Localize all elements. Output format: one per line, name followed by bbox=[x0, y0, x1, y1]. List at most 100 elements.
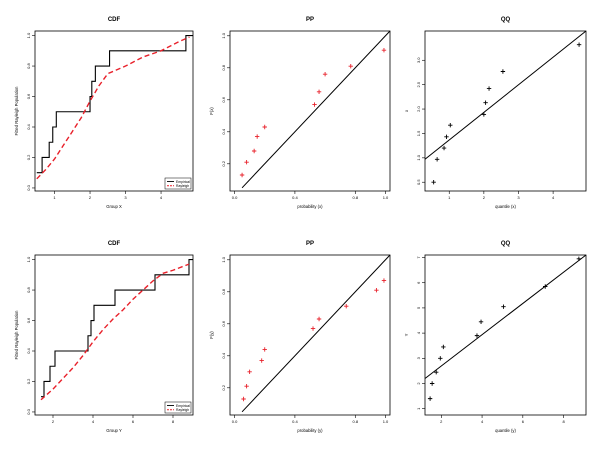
data-point bbox=[244, 384, 249, 389]
data-point bbox=[239, 172, 245, 178]
y-tick-label: 0.2 bbox=[221, 384, 226, 390]
y-tick-label: 0.0 bbox=[26, 184, 31, 190]
data-point bbox=[500, 69, 506, 74]
x-tick-label: 6 bbox=[132, 419, 135, 424]
y-tick-label: 0.4 bbox=[221, 128, 226, 134]
data-point bbox=[434, 157, 440, 162]
data-point bbox=[441, 145, 447, 151]
x-tick-label: 0.8 bbox=[353, 419, 359, 424]
y-tick-label: 1.0 bbox=[221, 256, 226, 262]
y-tick-label: 0.5 bbox=[416, 179, 421, 185]
data-point bbox=[576, 256, 582, 261]
y-tick-label: 1.0 bbox=[26, 256, 31, 262]
data-point bbox=[543, 284, 548, 289]
x-axis-label: Group X bbox=[106, 204, 122, 209]
panel-qq-y: QQ quantile (y) Y 2 4 6 8 1 2 3 4 5 6 7 bbox=[404, 241, 587, 433]
x-axis-label: probability (y) bbox=[297, 428, 323, 433]
data-point bbox=[427, 396, 433, 401]
legend-entry-empirical: Empirical bbox=[176, 180, 190, 184]
x-tick-label: 2 bbox=[52, 419, 55, 424]
legend-entry-rayleigh: Rayleigh bbox=[176, 184, 189, 188]
x-axis-label: quantile (x) bbox=[495, 204, 516, 209]
y-tick-label: 7 bbox=[416, 256, 421, 259]
panel-title: CDF bbox=[108, 241, 121, 247]
data-point bbox=[262, 124, 267, 130]
y-tick-label: 0.2 bbox=[26, 378, 31, 384]
x-tick-label: 2 bbox=[440, 419, 443, 424]
x-tick-label: 0.4 bbox=[292, 195, 298, 200]
y-tick-label: 6 bbox=[416, 281, 421, 284]
x-tick-label: 0.4 bbox=[292, 419, 298, 424]
panel-title: CDF bbox=[108, 17, 121, 23]
data-point bbox=[481, 112, 487, 117]
data-point bbox=[429, 381, 435, 386]
y-tick-label: 2 bbox=[416, 382, 421, 385]
x-axis-label: probability (x) bbox=[297, 204, 323, 209]
plot-frame bbox=[229, 30, 391, 192]
data-point bbox=[312, 102, 317, 107]
data-point bbox=[381, 278, 387, 283]
plot-frame bbox=[424, 254, 587, 416]
y-tick-label: 0.6 bbox=[221, 320, 226, 326]
y-tick-label: 1.0 bbox=[26, 32, 31, 38]
y-tick-label: 3 bbox=[416, 356, 421, 359]
data-point bbox=[316, 316, 322, 322]
data-point bbox=[448, 122, 453, 128]
panel-pp-y: PP probability (y) F(y) 0.0 0.4 0.8 1.0 0.2 0.4 0… bbox=[209, 241, 391, 433]
data-point bbox=[434, 369, 439, 375]
panel-title: PP bbox=[306, 17, 314, 23]
data-point bbox=[259, 358, 264, 363]
y-tick-label: 2.5 bbox=[416, 81, 421, 87]
y-axis-label: F(y) bbox=[209, 331, 214, 339]
panel-qq-x: QQ quantile (x) x 1 2 3 4 0.5 1.0 1.5 2.0 2.5 3.0 bbox=[404, 17, 587, 209]
reference-line bbox=[424, 30, 587, 160]
x-tick-label: 2 bbox=[89, 195, 92, 200]
data-point bbox=[486, 86, 492, 91]
y-tick-label: 0.6 bbox=[221, 96, 226, 102]
y-axis-label: x bbox=[404, 109, 409, 112]
x-tick-label: 1 bbox=[448, 195, 451, 200]
y-tick-label: 1 bbox=[416, 407, 421, 410]
plot-frame bbox=[34, 30, 194, 192]
data-point bbox=[251, 148, 257, 154]
x-tick-label: 8 bbox=[172, 419, 175, 424]
y-tick-label: 0.4 bbox=[26, 123, 31, 129]
plot-frame bbox=[229, 254, 391, 416]
y-tick-label: 0.8 bbox=[221, 64, 226, 70]
data-point bbox=[431, 180, 436, 185]
data-point bbox=[322, 72, 328, 77]
reference-line bbox=[241, 254, 391, 413]
panel-title: PP bbox=[306, 241, 314, 247]
y-tick-label: 1.0 bbox=[221, 32, 226, 38]
y-tick-label: 4 bbox=[416, 331, 421, 334]
y-tick-label: 0.4 bbox=[221, 352, 226, 358]
reference-line bbox=[241, 30, 391, 189]
x-tick-label: 1.0 bbox=[383, 419, 389, 424]
data-point bbox=[262, 347, 267, 352]
y-tick-label: 0.2 bbox=[221, 160, 226, 166]
data-point bbox=[241, 396, 246, 402]
data-point bbox=[501, 304, 506, 309]
y-tick-label: 0.6 bbox=[26, 93, 31, 99]
x-tick-label: 4 bbox=[481, 419, 484, 424]
panel-title: QQ bbox=[501, 241, 511, 247]
x-tick-label: 3 bbox=[124, 195, 127, 200]
x-tick-label: 4 bbox=[92, 419, 95, 424]
y-tick-label: 0.8 bbox=[221, 288, 226, 294]
x-tick-label: 4 bbox=[552, 195, 555, 200]
data-point bbox=[374, 288, 379, 293]
data-point bbox=[576, 42, 582, 47]
rayleigh-fit-line bbox=[40, 263, 190, 401]
y-tick-label: 0.0 bbox=[26, 408, 31, 414]
data-point bbox=[348, 64, 353, 69]
x-tick-label: 0.8 bbox=[353, 195, 359, 200]
y-tick-label: 1.0 bbox=[416, 154, 421, 160]
empirical-step-line bbox=[41, 259, 193, 398]
y-tick-label: 2.0 bbox=[416, 105, 421, 111]
data-point bbox=[344, 304, 349, 309]
y-tick-label: 0.2 bbox=[26, 154, 31, 160]
data-point bbox=[310, 326, 316, 331]
data-point bbox=[441, 344, 446, 350]
